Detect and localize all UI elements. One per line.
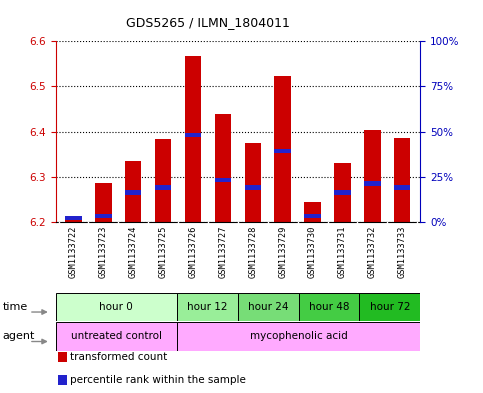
Text: untreated control: untreated control <box>71 331 162 342</box>
Text: GSM1133724: GSM1133724 <box>129 226 138 278</box>
Text: GSM1133725: GSM1133725 <box>158 226 168 278</box>
Bar <box>65 216 82 220</box>
Bar <box>125 161 142 222</box>
Bar <box>95 214 112 219</box>
Bar <box>238 293 298 321</box>
Text: hour 0: hour 0 <box>99 302 133 312</box>
Bar <box>304 202 321 222</box>
Bar <box>274 149 291 153</box>
Bar <box>274 75 291 222</box>
Bar <box>364 182 381 186</box>
Bar <box>185 56 201 222</box>
Bar <box>56 322 177 351</box>
Text: transformed count: transformed count <box>70 352 167 362</box>
Bar <box>65 220 82 222</box>
Text: GSM1133723: GSM1133723 <box>99 226 108 278</box>
Text: hour 72: hour 72 <box>369 302 410 312</box>
Bar <box>359 293 420 321</box>
Bar <box>95 183 112 222</box>
Bar <box>394 138 411 222</box>
Text: GSM1133731: GSM1133731 <box>338 226 347 278</box>
Text: hour 24: hour 24 <box>248 302 288 312</box>
Bar <box>334 163 351 222</box>
Text: time: time <box>2 302 28 312</box>
Text: GSM1133732: GSM1133732 <box>368 226 377 278</box>
Bar <box>394 185 411 189</box>
Bar <box>185 132 201 137</box>
Text: GSM1133722: GSM1133722 <box>69 226 78 278</box>
Text: GSM1133727: GSM1133727 <box>218 226 227 278</box>
Bar <box>177 293 238 321</box>
Text: GSM1133729: GSM1133729 <box>278 226 287 278</box>
Text: GSM1133728: GSM1133728 <box>248 226 257 278</box>
Text: agent: agent <box>2 331 35 342</box>
Text: mycophenolic acid: mycophenolic acid <box>250 331 348 342</box>
Bar <box>155 185 171 189</box>
Bar <box>177 322 420 351</box>
Bar <box>304 214 321 219</box>
Text: hour 12: hour 12 <box>187 302 228 312</box>
Bar <box>244 185 261 189</box>
Bar <box>244 143 261 222</box>
Text: GSM1133733: GSM1133733 <box>398 226 407 278</box>
Bar <box>155 140 171 222</box>
Bar <box>56 293 177 321</box>
Bar <box>364 130 381 222</box>
Text: GSM1133726: GSM1133726 <box>188 226 198 278</box>
Bar <box>125 191 142 195</box>
Text: hour 48: hour 48 <box>309 302 349 312</box>
Bar <box>215 114 231 222</box>
Bar <box>298 293 359 321</box>
Text: GDS5265 / ILMN_1804011: GDS5265 / ILMN_1804011 <box>126 17 290 29</box>
Bar <box>334 191 351 195</box>
Bar <box>215 178 231 182</box>
Text: percentile rank within the sample: percentile rank within the sample <box>70 375 246 385</box>
Text: GSM1133730: GSM1133730 <box>308 226 317 278</box>
